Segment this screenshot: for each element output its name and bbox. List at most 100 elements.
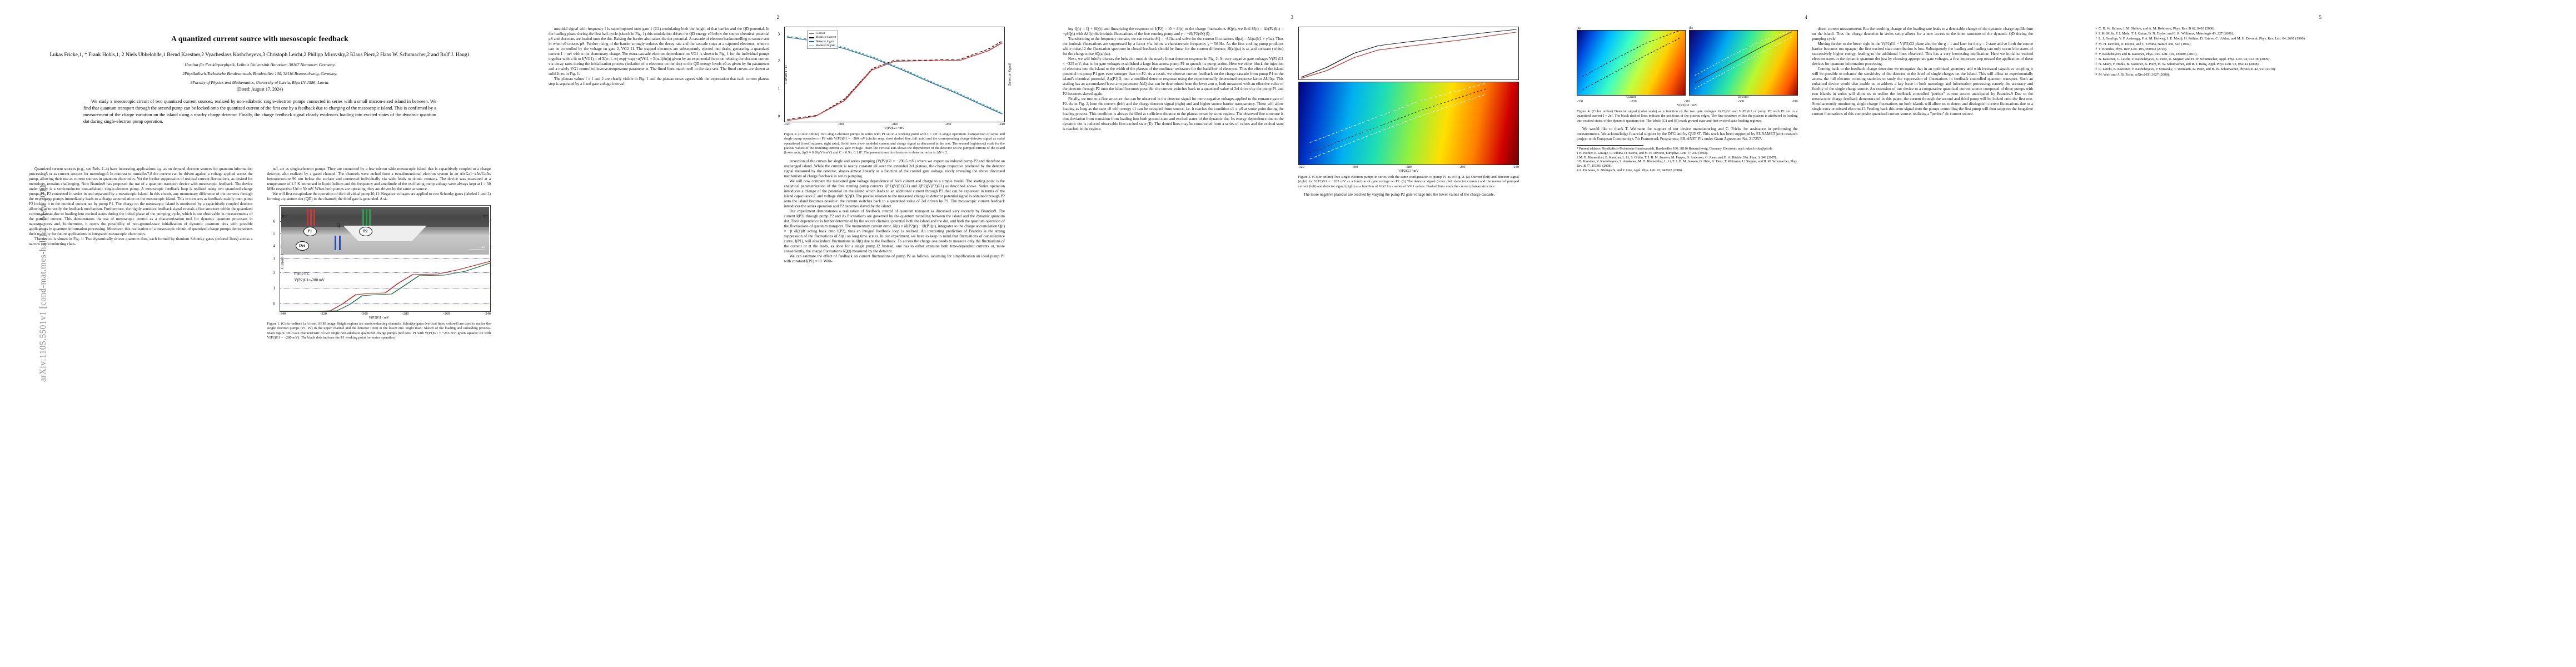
reference-text: T. Brandes, Phys. Rev. Lett. 105, 060602… — [2099, 47, 2168, 51]
heatmap-overlay-lines — [1309, 83, 1486, 160]
x-tick: -320 — [320, 312, 327, 316]
x-tick: -310 — [1684, 100, 1691, 103]
curve-current — [786, 42, 1003, 121]
reference-text: B. Kaestner, C. Leicht, V. Kashcheyevs, … — [2099, 57, 2271, 62]
label-p2: P2 — [358, 227, 372, 236]
reference-item: 8 M. H. Devoret, D. Esteve, and C. Urbina… — [2091, 42, 2312, 47]
excited-state-line — [1309, 88, 1486, 153]
footnote: 2 M. D. Blumenthal, B. Kaestner, L. Li, … — [1577, 156, 1777, 160]
gate-line-p2-1 — [362, 209, 364, 226]
page2-column-2: Current I / ef Detector Signal 0 1 2 3 — [778, 27, 1012, 660]
reference-number: 5 — [2095, 27, 2097, 30]
figure-4-label-current: Current — [1626, 96, 1636, 99]
legend-item: Modeled Current — [809, 36, 836, 39]
heatmap-current-surface — [1577, 31, 1685, 95]
curve-pump-p2 — [280, 262, 491, 312]
x-tick: -260 — [443, 312, 450, 316]
paragraph: We can estimate the effect of feedback o… — [784, 253, 1005, 263]
plateau-edge — [1694, 31, 1792, 76]
figure-2: Current I / ef Detector Signal 0 1 2 3 — [778, 27, 1012, 156]
plateau-edge-line-1 — [1309, 94, 1486, 160]
figure-1-caption: Figure 1. (Color online) Left inset: SEM… — [267, 322, 491, 340]
reference-number: 12 — [2094, 63, 2097, 66]
x-tick: -280 — [1405, 165, 1412, 169]
paragraph: Finally, we turn to a fine structure tha… — [1063, 97, 1284, 131]
gate-line-p2-2 — [365, 209, 367, 226]
page-2: 2 nusoidal signal with frequency f is su… — [520, 0, 1034, 667]
label-current-p1: IP1 — [282, 215, 287, 218]
author-list: Lukas Fricke,1, * Frank Hohls,1, 2 Niels… — [49, 52, 470, 58]
page2-column-1: nusoidal signal with frequency f is supe… — [549, 27, 770, 660]
page3-columns: ing Q(t) = Q̄ + δQ(t) and linearizing th… — [1034, 27, 1548, 660]
figure-3-xlabel: V(P2)G1 / mV — [1398, 169, 1419, 173]
page-number: 3 — [1291, 14, 1294, 20]
legend-item: Current — [809, 32, 836, 36]
reference-number: 13 — [2094, 68, 2097, 71]
page-4: 4 (a) — [1548, 0, 2062, 667]
reference-item: 11 B. Kaestner, C. Leicht, V. Kashcheyevs… — [2091, 57, 2312, 62]
paragraph: Next, we will briefly discuss the behavi… — [1063, 57, 1284, 96]
curve-modeled-signal — [786, 36, 1003, 113]
sem-micrograph-inset: P1 P2 Det Q IP1 IP2 1µm — [281, 207, 489, 255]
annot-pump-p2: Pump P2; — [294, 271, 310, 276]
figure-3-panel-a — [1298, 27, 1519, 80]
affiliation-2: 2Physikalisch-Technische Bundesanstalt, … — [182, 71, 337, 77]
sem-dark-band — [281, 207, 489, 227]
paragraph: nusoidal signal with frequency f is supe… — [549, 27, 770, 76]
affiliation-1: 1Institut für Festkörperphysik, Leibniz … — [184, 62, 336, 68]
sem-channel-valley — [343, 226, 427, 241]
legend-label: Detector Signal — [815, 39, 835, 43]
footnote: * Present address: Physikalisch-Technisc… — [1577, 147, 1773, 151]
plateau-edge-line-2 — [1309, 83, 1486, 143]
paragraph: ing Q(t) = Q̄ + δQ(t) and linearizing th… — [1063, 27, 1284, 36]
figure-2-plot: Current I / ef Detector Signal 0 1 2 3 — [778, 27, 1012, 122]
paragraph: The plateau values I ≈ 1 and 2 are clear… — [549, 77, 770, 86]
label-current-p2: IP2 — [482, 215, 488, 218]
gate-line-p1-1 — [306, 209, 308, 226]
reference-item: 7 L. J. Geerligs, V. F. Anderegg, P. A. M… — [2091, 37, 2312, 41]
affiliation-3: 3Faculty of Physics and Mathematics, Uni… — [190, 80, 330, 86]
reference-item: 12 N. Maire, F. Hohls, B. Kaestner, K. Pi… — [2091, 62, 2312, 67]
reference-text: C. H. W. Barnes, J. M. Shilton, and A. M… — [2099, 27, 2215, 31]
y-tick: 1 — [778, 86, 780, 91]
gate-line-p1-2 — [310, 209, 312, 226]
page1-column-2: nel, act as single-electron pumps. They … — [267, 167, 491, 656]
y-tick: 4 — [273, 243, 276, 248]
reference-text: M. H. Devoret, D. Esteve, and C. Urbina,… — [2099, 42, 2191, 46]
figure-3-xticks: -320 -300 -280 -260 -240 — [1298, 165, 1519, 169]
curve-trace-a — [1300, 29, 1517, 78]
paragraph: tersection of the curves for single and … — [784, 158, 1005, 178]
x-tick: -300 — [1352, 165, 1358, 169]
figure-3-curves — [1300, 29, 1517, 79]
page1-column-1: Quantized current sources (e.g., see Ref… — [29, 167, 253, 656]
paragraph: The device is shown in Fig. 1: Two dynam… — [29, 237, 253, 246]
reference-item: 13 C. Leicht, B. Kaestner, V. Kashcheyevs… — [2091, 67, 2312, 72]
figure-4-panel-a-label: (a) — [1577, 27, 1581, 30]
page-title: A quantized current source with mesoscop… — [171, 34, 348, 43]
reference-text: I. M. Mills, P. J. Mohr, T. J. Quinn, B.… — [2099, 32, 2234, 36]
label-det: Det — [295, 241, 309, 251]
legend-item: Modeled Signal — [809, 44, 836, 48]
figure-1-xlabel: V(P2)G1 / mV — [368, 316, 390, 320]
legend-swatch-current — [809, 33, 814, 34]
page4-columns: (a) Current — [1548, 27, 2062, 660]
gate-line-det-2 — [338, 236, 341, 250]
figure-1-curves — [280, 256, 491, 312]
reference-number: 11 — [2094, 58, 2097, 61]
x-tick: -330 — [1577, 100, 1583, 103]
figure-4-heatmap-current — [1577, 30, 1686, 96]
paragraph: Our experiment demonstrates a realizatio… — [784, 208, 1005, 253]
reference-text: N. Maire, F. Hohls, B. Kaestner, K. Pier… — [2099, 62, 2260, 67]
y-tick: 3 — [273, 256, 276, 261]
page2-columns: nusoidal signal with frequency f is supe… — [520, 27, 1034, 660]
reference-number: 8 — [2095, 42, 2097, 46]
x-tick: -240 — [998, 122, 1005, 126]
y-tick: 2 — [273, 270, 276, 275]
legend-swatch-modeled-signal — [809, 45, 814, 47]
paragraph: direct current measurement. But the resu… — [1812, 27, 2034, 41]
x-tick: -280 — [891, 122, 898, 126]
page1-columns: Quantized current sources (e.g., see Ref… — [0, 167, 520, 656]
figure-4-heatmap-detector — [1688, 30, 1798, 96]
reference-item: 6 I. M. Mills, P. J. Mohr, T. J. Quinn, B… — [2091, 32, 2312, 36]
